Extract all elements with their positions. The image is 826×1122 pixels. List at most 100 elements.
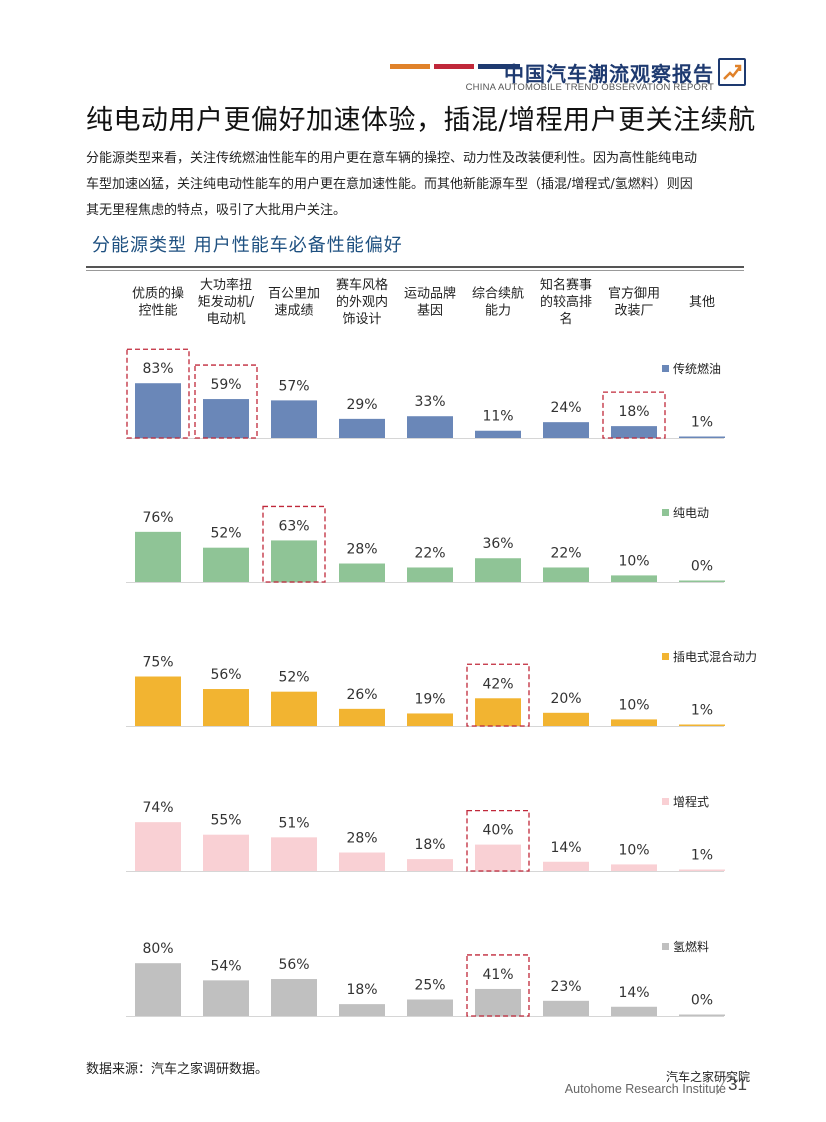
legend-label: 传统燃油 (673, 361, 721, 376)
data-label: 0% (691, 559, 713, 575)
bar (135, 676, 181, 726)
bar (611, 719, 657, 726)
data-label: 1% (691, 848, 713, 864)
legend-swatch (662, 509, 669, 516)
trend-logo-icon (718, 58, 746, 86)
data-label: 14% (550, 840, 581, 856)
data-label: 10% (618, 842, 649, 858)
bar (475, 698, 521, 726)
bar (271, 979, 317, 1016)
data-label: 57% (278, 378, 309, 394)
page-number: 31 (728, 1075, 747, 1094)
bar (679, 1014, 725, 1016)
category-label: 其他 (689, 295, 715, 310)
bar (407, 859, 453, 871)
bar (339, 563, 385, 582)
bar (203, 547, 249, 582)
data-label: 19% (414, 691, 445, 707)
data-label: 1% (691, 415, 713, 431)
data-source: 数据来源：汽车之家调研数据。 (86, 1062, 269, 1077)
data-label: 76% (142, 510, 173, 526)
highlight-box (602, 391, 666, 439)
category-label: 知名赛事 (540, 277, 592, 293)
category-label: 大功率扭 (200, 277, 252, 293)
description-line: 分能源类型来看，关注传统燃油性能车的用户更在意车辆的操控、动力性及改装便利性。因… (86, 151, 698, 166)
category-label: 官方御用 (608, 286, 660, 302)
category-label: 速成绩 (274, 304, 313, 319)
data-label: 41% (482, 967, 513, 983)
highlight-box (466, 663, 530, 727)
data-label: 11% (482, 409, 513, 425)
bar (271, 691, 317, 726)
header-accent-bars (390, 64, 520, 70)
data-label: 10% (618, 697, 649, 713)
bar (407, 416, 453, 438)
data-label: 36% (482, 536, 513, 552)
description: 分能源类型来看，关注传统燃油性能车的用户更在意车辆的操控、动力性及改装便利性。因… (86, 146, 746, 224)
bar (135, 822, 181, 871)
data-label: 55% (210, 813, 241, 829)
bar (203, 980, 249, 1016)
data-label: 24% (550, 400, 581, 416)
highlight-box (126, 348, 190, 439)
highlight-box (466, 809, 530, 872)
data-label: 20% (550, 691, 581, 707)
category-label: 基因 (417, 304, 443, 319)
bar (611, 1006, 657, 1016)
page-headline: 纯电动用户更偏好加速体验，插混/增程用户更关注续航 (86, 105, 756, 136)
bar (407, 567, 453, 582)
data-label: 59% (210, 377, 241, 393)
bar (679, 869, 725, 871)
divider (86, 266, 744, 268)
category-label: 的外观内 (336, 294, 388, 310)
highlight-box (262, 505, 326, 583)
category-label: 能力 (485, 304, 511, 319)
data-label: 14% (618, 985, 649, 1001)
bar (475, 988, 521, 1016)
description-line: 车型加速凶猛，关注纯电动性能车的用户更在意加速性能。而其他新能源车型（插混/增程… (86, 177, 693, 192)
bar (339, 852, 385, 871)
data-label: 75% (142, 655, 173, 671)
bar (203, 834, 249, 871)
report-subtitle: CHINA AUTOMOBILE TREND OBSERVATION REPOR… (465, 82, 714, 93)
bar (543, 567, 589, 582)
bar (611, 575, 657, 582)
category-label: 百公里加 (268, 287, 320, 302)
bar (135, 531, 181, 582)
bar (611, 864, 657, 871)
data-label: 74% (142, 800, 173, 816)
data-label: 23% (550, 979, 581, 995)
legend-label: 插电式混合动力 (673, 649, 757, 664)
legend-swatch (662, 653, 669, 660)
data-label: 29% (346, 397, 377, 413)
bar (679, 724, 725, 726)
data-label: 83% (142, 361, 173, 377)
legend-swatch (662, 365, 669, 372)
bar (475, 844, 521, 871)
highlight-box (194, 364, 258, 439)
bar (679, 436, 725, 438)
bar (271, 540, 317, 582)
bar (203, 689, 249, 726)
category-label: 运动品牌 (404, 286, 456, 302)
institute-name-cn: 汽车之家研究院 (665, 1070, 750, 1084)
bar (543, 712, 589, 726)
bar (339, 1004, 385, 1016)
category-label: 的较高排 (540, 294, 592, 310)
bar (543, 1000, 589, 1016)
bar (339, 418, 385, 438)
data-label: 52% (210, 526, 241, 542)
report-title: 中国汽车潮流观察报告 (504, 62, 714, 86)
description-line: 其无里程焦虑的特点，吸引了大批用户关注。 (86, 203, 347, 218)
data-label: 56% (278, 957, 309, 973)
data-label: 25% (414, 978, 445, 994)
data-label: 80% (142, 941, 173, 957)
bar (611, 426, 657, 438)
bar (679, 580, 725, 582)
bar (475, 558, 521, 582)
bar (135, 963, 181, 1016)
bar (475, 430, 521, 438)
bar (543, 861, 589, 871)
data-label: 28% (346, 542, 377, 558)
